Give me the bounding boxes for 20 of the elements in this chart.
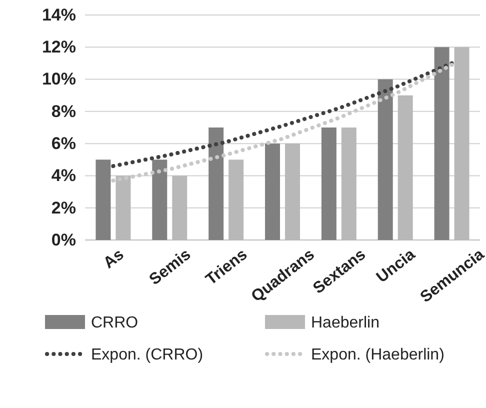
x-tick-label: As <box>100 246 128 272</box>
y-tick-label: 14% <box>42 5 76 24</box>
bar <box>265 144 280 240</box>
bar <box>434 47 450 240</box>
bar <box>152 160 168 240</box>
y-tick-label: 12% <box>42 38 76 57</box>
y-tick-label: 2% <box>51 198 76 218</box>
legend-label: Haeberlin <box>311 314 380 332</box>
bar <box>378 79 393 240</box>
bar <box>208 128 224 240</box>
bar <box>96 160 111 240</box>
y-tick-label: 0% <box>51 230 76 250</box>
y-tick-label: 10% <box>42 70 76 89</box>
legend-label: Expon. (CRRO) <box>91 346 204 364</box>
legend-label: CRRO <box>91 314 138 332</box>
y-tick-label: 6% <box>51 134 76 154</box>
legend-label: Expon. (Haeberlin) <box>311 346 444 364</box>
bar <box>321 128 336 240</box>
y-tick-label: 8% <box>51 102 76 121</box>
y-tick-label: 4% <box>51 166 76 186</box>
